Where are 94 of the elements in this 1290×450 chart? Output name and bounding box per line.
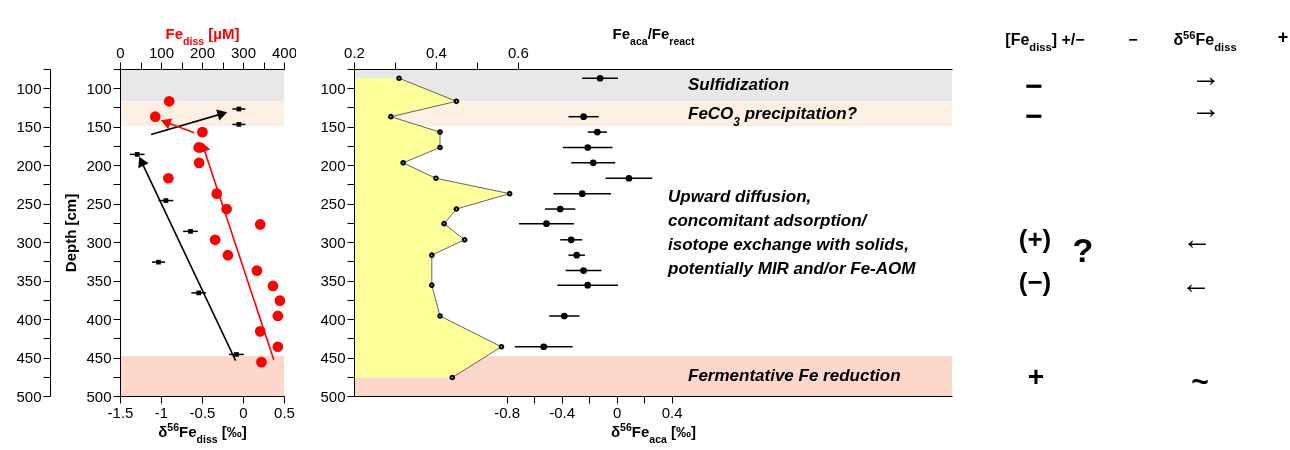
- x-tick-label: -1.5: [107, 403, 134, 421]
- text: ←: [1181, 266, 1211, 299]
- y2-axis-title: Depth [cm]: [61, 193, 79, 273]
- y-tick-label: 500: [320, 387, 346, 405]
- point: [149, 111, 161, 123]
- x2-tick-label: 0: [116, 43, 125, 61]
- text: −: [1025, 99, 1043, 132]
- x-axis-title: δ$^{56}$Fe$_{aca}$ [‰]: [610, 420, 697, 445]
- point: [498, 343, 505, 350]
- point: [251, 265, 263, 276]
- y-tick-label: 100: [16, 79, 42, 97]
- text: δ$^{56}$Fe$_{diss}$: [1173, 29, 1237, 53]
- x-tick-label: -0.8: [494, 403, 521, 421]
- y-tick-label: 450: [320, 349, 346, 367]
- point: [506, 190, 513, 197]
- y2-tick-label: 200: [86, 156, 112, 174]
- text: [Fe$_{diss}$] +/−: [1005, 31, 1085, 53]
- x-tick-label: -1: [154, 403, 169, 421]
- y2-tick-label: 350: [86, 272, 112, 290]
- y-tick-label: 450: [16, 349, 42, 367]
- y-tick-label: 250: [320, 195, 346, 213]
- y-tick-label: 250: [16, 195, 42, 213]
- text: ←: [1182, 222, 1212, 255]
- point: [396, 75, 402, 82]
- x-tick-label: 0.5: [274, 403, 295, 421]
- point: [441, 220, 447, 227]
- text: (−): [1018, 267, 1052, 297]
- point: [461, 236, 468, 243]
- y-tick-label: 500: [16, 387, 42, 405]
- text: (+): [1018, 224, 1052, 254]
- x-tick-label: 0: [612, 403, 622, 421]
- x2-tick-label: 0.2: [344, 43, 365, 61]
- y2-tick-label: 150: [86, 118, 112, 136]
- y-tick-label: 150: [320, 118, 346, 136]
- text: →: [1191, 91, 1221, 124]
- point: [254, 219, 266, 230]
- y-tick-label: 200: [320, 156, 346, 174]
- y-tick-label: 400: [320, 310, 346, 328]
- band-label: Fermentative Fe reduction: [688, 366, 901, 385]
- y2-tick-label: 500: [86, 387, 112, 405]
- x-axis-title: δ$^{56}$Fe$_{diss}$ [‰]: [158, 420, 247, 445]
- point: [437, 129, 443, 135]
- point: [453, 98, 460, 105]
- point: [274, 295, 286, 306]
- point: [256, 356, 267, 368]
- band-label: Sulfidization: [688, 75, 790, 95]
- y-tick-label: 400: [16, 310, 42, 328]
- x-tick-label: -0.5: [189, 403, 216, 421]
- point: [388, 113, 394, 120]
- y-tick-label: 100: [320, 79, 346, 97]
- point: [449, 374, 456, 381]
- annotation: Upward diffusion, concomitant adsorption/ isotope exchange with solids, potentially MIR and/or Fe-AOM: [667, 187, 917, 278]
- point: [163, 172, 174, 184]
- y2-tick-label: 250: [86, 195, 112, 213]
- point: [400, 160, 406, 166]
- y-tick-label: 350: [16, 272, 42, 290]
- point: [197, 126, 208, 138]
- x-tick-label: -0.4: [549, 403, 576, 421]
- point: [453, 206, 460, 212]
- point: [267, 280, 279, 292]
- text: +: [1277, 27, 1289, 47]
- y2-tick-label: 450: [86, 349, 112, 367]
- x2-tick-label: 0.4: [425, 43, 447, 61]
- point: [428, 252, 435, 259]
- point: [193, 157, 205, 169]
- y2-tick-label: 300: [86, 233, 112, 251]
- text: →: [1191, 59, 1221, 92]
- point: [437, 313, 443, 319]
- text: +: [1027, 361, 1045, 392]
- text: ~: [1191, 365, 1209, 398]
- x2-tick-label: 400: [271, 43, 298, 61]
- text: −: [1128, 31, 1138, 48]
- point: [272, 310, 284, 322]
- y-tick-label: 200: [16, 156, 42, 174]
- point: [163, 95, 175, 107]
- band-label: FeCO$_{3}$ precipitation?: [688, 104, 858, 130]
- text: ?: [1072, 231, 1094, 269]
- y-tick-label: 300: [16, 233, 42, 251]
- point: [222, 249, 234, 261]
- point: [437, 144, 443, 151]
- y-tick-label: 350: [320, 272, 346, 290]
- y-tick-label: 300: [320, 233, 346, 251]
- point: [428, 282, 435, 289]
- x2-axis-title: Fe$_{aca}$/Fe$_{react}$: [612, 24, 695, 47]
- point: [272, 341, 284, 353]
- y2-tick-label: 100: [86, 79, 112, 97]
- x2-tick-label: 0.6: [507, 43, 529, 61]
- x-tick-label: 0: [239, 403, 248, 421]
- point: [433, 175, 439, 182]
- x-tick-label: 0.4: [661, 403, 683, 421]
- text: −: [1025, 69, 1043, 102]
- y2-tick-label: 400: [86, 310, 112, 328]
- y-tick-label: 150: [16, 118, 42, 136]
- point: [209, 234, 221, 246]
